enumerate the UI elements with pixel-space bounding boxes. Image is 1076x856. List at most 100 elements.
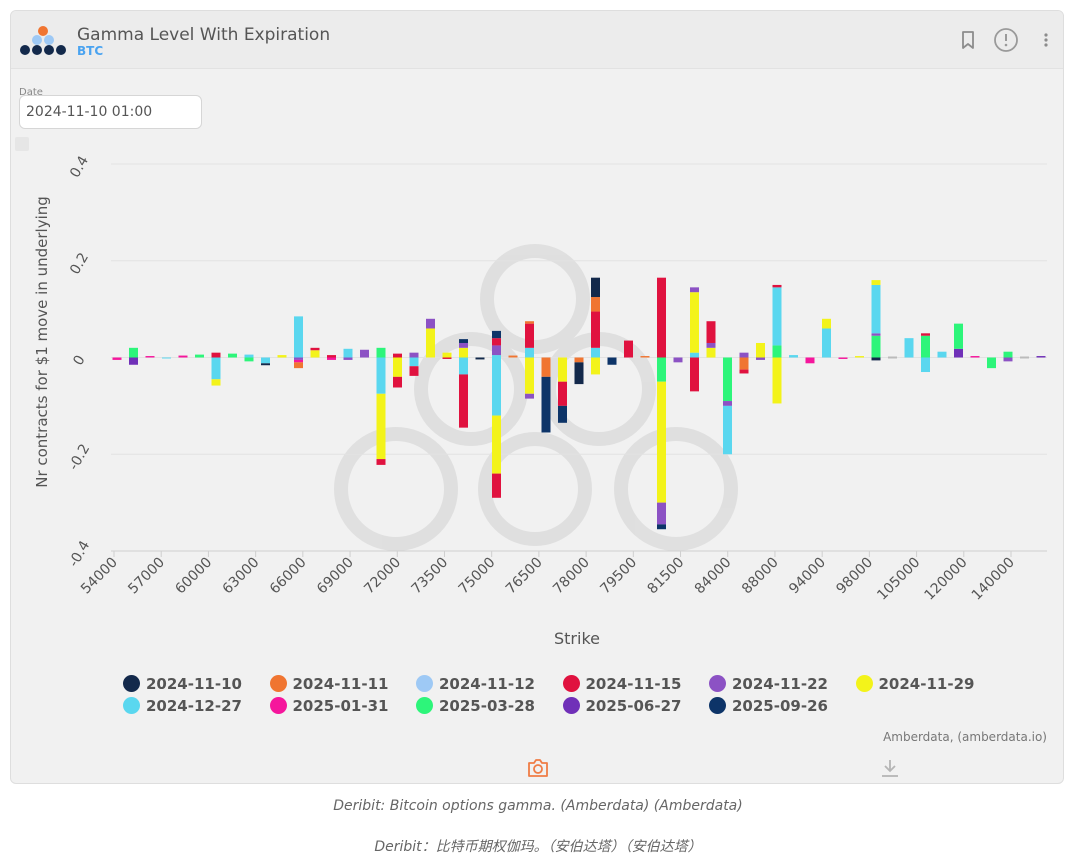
bar-segment[interactable]	[888, 356, 897, 359]
bar-segment[interactable]	[574, 362, 584, 385]
info-icon[interactable]	[993, 27, 1019, 53]
bar-segment[interactable]	[904, 338, 914, 358]
bar-segment[interactable]	[475, 357, 485, 360]
bar-segment[interactable]	[310, 347, 320, 351]
bar-segment[interactable]	[657, 502, 666, 525]
bar-segment[interactable]	[277, 355, 287, 358]
bar-segment[interactable]	[921, 335, 930, 358]
bar-segment[interactable]	[261, 357, 270, 364]
bar-segment[interactable]	[393, 353, 402, 358]
bar-segment[interactable]	[492, 345, 501, 356]
bar-segment[interactable]	[607, 357, 617, 365]
bar-segment[interactable]	[706, 342, 716, 348]
bar-segment[interactable]	[310, 350, 320, 358]
bar-segment[interactable]	[442, 352, 452, 358]
bar-segment[interactable]	[954, 323, 963, 349]
legend-item[interactable]: 2024-11-22	[709, 675, 828, 693]
bar-segment[interactable]	[409, 352, 419, 358]
bar-segment[interactable]	[822, 328, 831, 358]
bar-segment[interactable]	[195, 354, 204, 358]
legend-item[interactable]: 2024-12-27	[123, 697, 242, 715]
bar-segment[interactable]	[937, 351, 947, 358]
bar-segment[interactable]	[723, 401, 732, 406]
bar-segment[interactable]	[129, 357, 138, 365]
bar-segment[interactable]	[492, 473, 501, 498]
bar-segment[interactable]	[657, 277, 666, 358]
legend-item[interactable]: 2024-11-15	[562, 675, 681, 693]
date-input[interactable]	[19, 95, 202, 129]
bar-segment[interactable]	[492, 338, 501, 346]
bar-segment[interactable]	[591, 311, 600, 348]
bar-segment[interactable]	[640, 356, 650, 358]
bar-segment[interactable]	[492, 357, 501, 416]
bar-segment[interactable]	[1003, 357, 1013, 362]
bar-segment[interactable]	[459, 347, 468, 358]
bar-segment[interactable]	[772, 345, 782, 358]
bar-segment[interactable]	[822, 318, 831, 329]
bar-segment[interactable]	[525, 357, 534, 394]
bar-segment[interactable]	[690, 292, 699, 353]
bar-segment[interactable]	[591, 357, 600, 375]
bar-segment[interactable]	[112, 357, 122, 360]
legend-item[interactable]: 2024-11-12	[416, 675, 535, 693]
bar-segment[interactable]	[442, 357, 452, 359]
bar-segment[interactable]	[855, 356, 864, 358]
bar-segment[interactable]	[591, 277, 600, 298]
legend-item[interactable]: 2024-11-10	[123, 675, 242, 693]
bar-segment[interactable]	[360, 349, 369, 358]
bar-segment[interactable]	[211, 379, 221, 386]
bar-segment[interactable]	[739, 352, 749, 358]
bar-segment[interactable]	[739, 357, 749, 370]
bar-segment[interactable]	[211, 352, 221, 358]
bar-segment[interactable]	[541, 357, 551, 377]
bar-segment[interactable]	[723, 357, 732, 402]
toggle-box[interactable]	[15, 137, 29, 151]
bar-segment[interactable]	[772, 357, 782, 404]
bar-segment[interactable]	[1003, 351, 1013, 358]
bar-segment[interactable]	[525, 323, 534, 348]
bar-segment[interactable]	[228, 353, 237, 358]
bar-segment[interactable]	[525, 347, 534, 358]
bar-segment[interactable]	[657, 357, 666, 382]
bar-segment[interactable]	[987, 357, 996, 369]
bar-segment[interactable]	[343, 357, 353, 360]
bar-segment[interactable]	[954, 348, 963, 358]
bar-segment[interactable]	[789, 355, 798, 358]
bar-segment[interactable]	[921, 333, 930, 336]
bar-segment[interactable]	[393, 357, 402, 377]
bar-segment[interactable]	[376, 357, 386, 394]
bar-segment[interactable]	[426, 328, 435, 358]
bar-segment[interactable]	[838, 357, 848, 359]
bar-segment[interactable]	[871, 333, 881, 336]
camera-icon[interactable]	[526, 757, 550, 779]
bar-segment[interactable]	[459, 374, 468, 428]
bar-segment[interactable]	[657, 381, 666, 503]
more-vertical-icon[interactable]	[1035, 29, 1057, 51]
bar-segment[interactable]	[376, 393, 386, 460]
bar-segment[interactable]	[426, 318, 435, 329]
bar-segment[interactable]	[871, 357, 881, 361]
legend-item[interactable]: 2025-01-31	[269, 697, 388, 715]
bar-segment[interactable]	[244, 354, 254, 358]
bar-segment[interactable]	[871, 284, 881, 334]
bar-segment[interactable]	[162, 357, 171, 359]
bar-segment[interactable]	[244, 357, 254, 362]
bar-segment[interactable]	[591, 297, 600, 312]
bar-segment[interactable]	[558, 357, 567, 382]
legend-item[interactable]: 2025-03-28	[416, 697, 535, 715]
bar-segment[interactable]	[492, 330, 501, 339]
bar-segment[interactable]	[690, 287, 699, 293]
bar-segment[interactable]	[327, 355, 336, 358]
bar-segment[interactable]	[1020, 356, 1029, 359]
bar-segment[interactable]	[409, 357, 419, 367]
bar-segment[interactable]	[459, 339, 468, 343]
legend-item[interactable]: 2025-09-26	[709, 697, 828, 715]
bar-segment[interactable]	[1036, 356, 1046, 358]
bar-segment[interactable]	[574, 357, 584, 363]
bar-segment[interactable]	[921, 357, 930, 373]
bar-segment[interactable]	[129, 347, 138, 358]
bar-segment[interactable]	[376, 347, 386, 358]
bar-segment[interactable]	[525, 393, 534, 399]
bar-segment[interactable]	[690, 357, 699, 392]
bar-segment[interactable]	[459, 357, 468, 375]
